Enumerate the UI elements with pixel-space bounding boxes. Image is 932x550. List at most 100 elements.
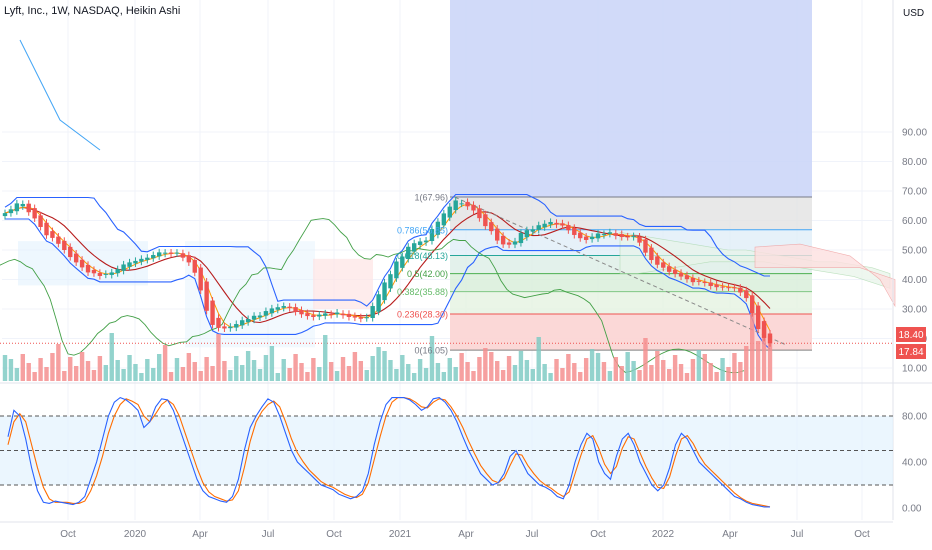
candle-body [139,258,144,262]
volume-bar [589,349,595,381]
volume-bar [483,348,488,381]
candle-body [281,306,286,308]
volume-bar [334,371,340,381]
price-tick-label: 30.00 [902,305,927,316]
stoch-tick-label: 40.00 [902,458,927,469]
volume-bar [738,362,743,381]
candle-body [738,287,743,293]
candle-body [245,319,251,323]
volume-bar [477,357,482,381]
candle-body [263,311,269,316]
candle-body [672,269,678,274]
volume-bar [162,345,168,381]
volume-bar [744,346,749,381]
time-axis[interactable]: Oct 2020 Apr Jul Oct 2021 Apr Jul Oct 2022 Apr Jul O… [0,521,893,540]
candle-body [305,313,310,317]
candle-body [162,252,168,254]
candle-body [767,333,773,344]
price-axis[interactable]: 10.0020.0030.0040.0050.0060.0070.0080.00… [892,0,927,520]
candle-body [619,234,624,238]
conversion-line [4,203,771,332]
volume-bar [447,358,452,381]
candle-body [228,326,233,329]
volume-bar [127,355,132,381]
fib-zone [450,291,812,315]
volume-bar [299,363,304,381]
candle-body [435,221,441,235]
volume-bar [180,367,186,381]
volume-bar [352,352,358,381]
candle-body [483,214,488,227]
candle-body [388,274,393,289]
candle-body [684,275,690,280]
volume-bar [761,327,767,381]
volume-bar [702,354,707,381]
candle-body [542,223,547,228]
candle-body [50,231,55,238]
volume-bar [524,360,530,381]
candle-body [471,204,476,211]
candle-body [394,261,399,279]
volume-bar [174,358,180,381]
candle-body [720,286,725,288]
candle-body [38,215,43,227]
volume-bar [684,373,690,381]
volume-bar [85,361,91,381]
candle-body [133,260,138,264]
volume-bar [139,373,144,381]
candle-body [678,272,684,277]
blue-projection-zone [450,0,812,198]
candle-body [56,236,61,244]
candle-body [524,230,530,238]
time-tick-label: 2021 [389,529,412,540]
candle-body [293,307,298,312]
price-tick-label: 40.00 [902,275,927,286]
volume-bar [601,362,607,381]
candle-body [750,295,755,314]
volume-bar [228,370,233,381]
candle-body [216,317,221,328]
volume-bar [8,359,14,381]
volume-bar [406,364,411,381]
volume-bar [376,347,381,381]
candle-body [103,273,109,275]
candle-body [726,287,731,289]
candle-body [192,260,197,273]
stochastic-panel: 0.00 40.00 80.00 [0,382,932,515]
volume-bar [595,353,601,381]
fib-zone [450,273,812,292]
candle-body [376,294,381,312]
volume-bar [245,351,251,381]
volume-bar [495,361,500,381]
candle-body [655,256,660,265]
volume-bar [79,352,85,381]
volume-bar [720,358,725,381]
candle-body [690,277,696,283]
volume-bar [263,355,269,381]
volume-bar [554,359,559,381]
candle-body [495,228,500,241]
candle-body [8,209,14,214]
volume-bar [583,358,589,381]
cloud-red-2021 [313,258,373,309]
volume-bar [192,362,197,381]
candle-body [423,240,429,243]
volume-bar [311,358,316,381]
candle-body [625,236,630,238]
baseline-line [4,206,771,324]
volume-bar [566,354,571,381]
candle-body [222,326,227,329]
candle-body [115,269,120,274]
candle-body [2,213,8,217]
volume-bar [14,368,20,381]
volume-bar [56,344,61,381]
candle-body [512,241,518,245]
fib-level-label: 0.236(28.30) [397,310,448,320]
volume-bar [293,354,298,381]
volume-bar [275,373,280,381]
volume-bar [542,364,547,381]
volume-bar [453,367,458,381]
candle-body [62,240,67,250]
candle-body [145,257,150,260]
